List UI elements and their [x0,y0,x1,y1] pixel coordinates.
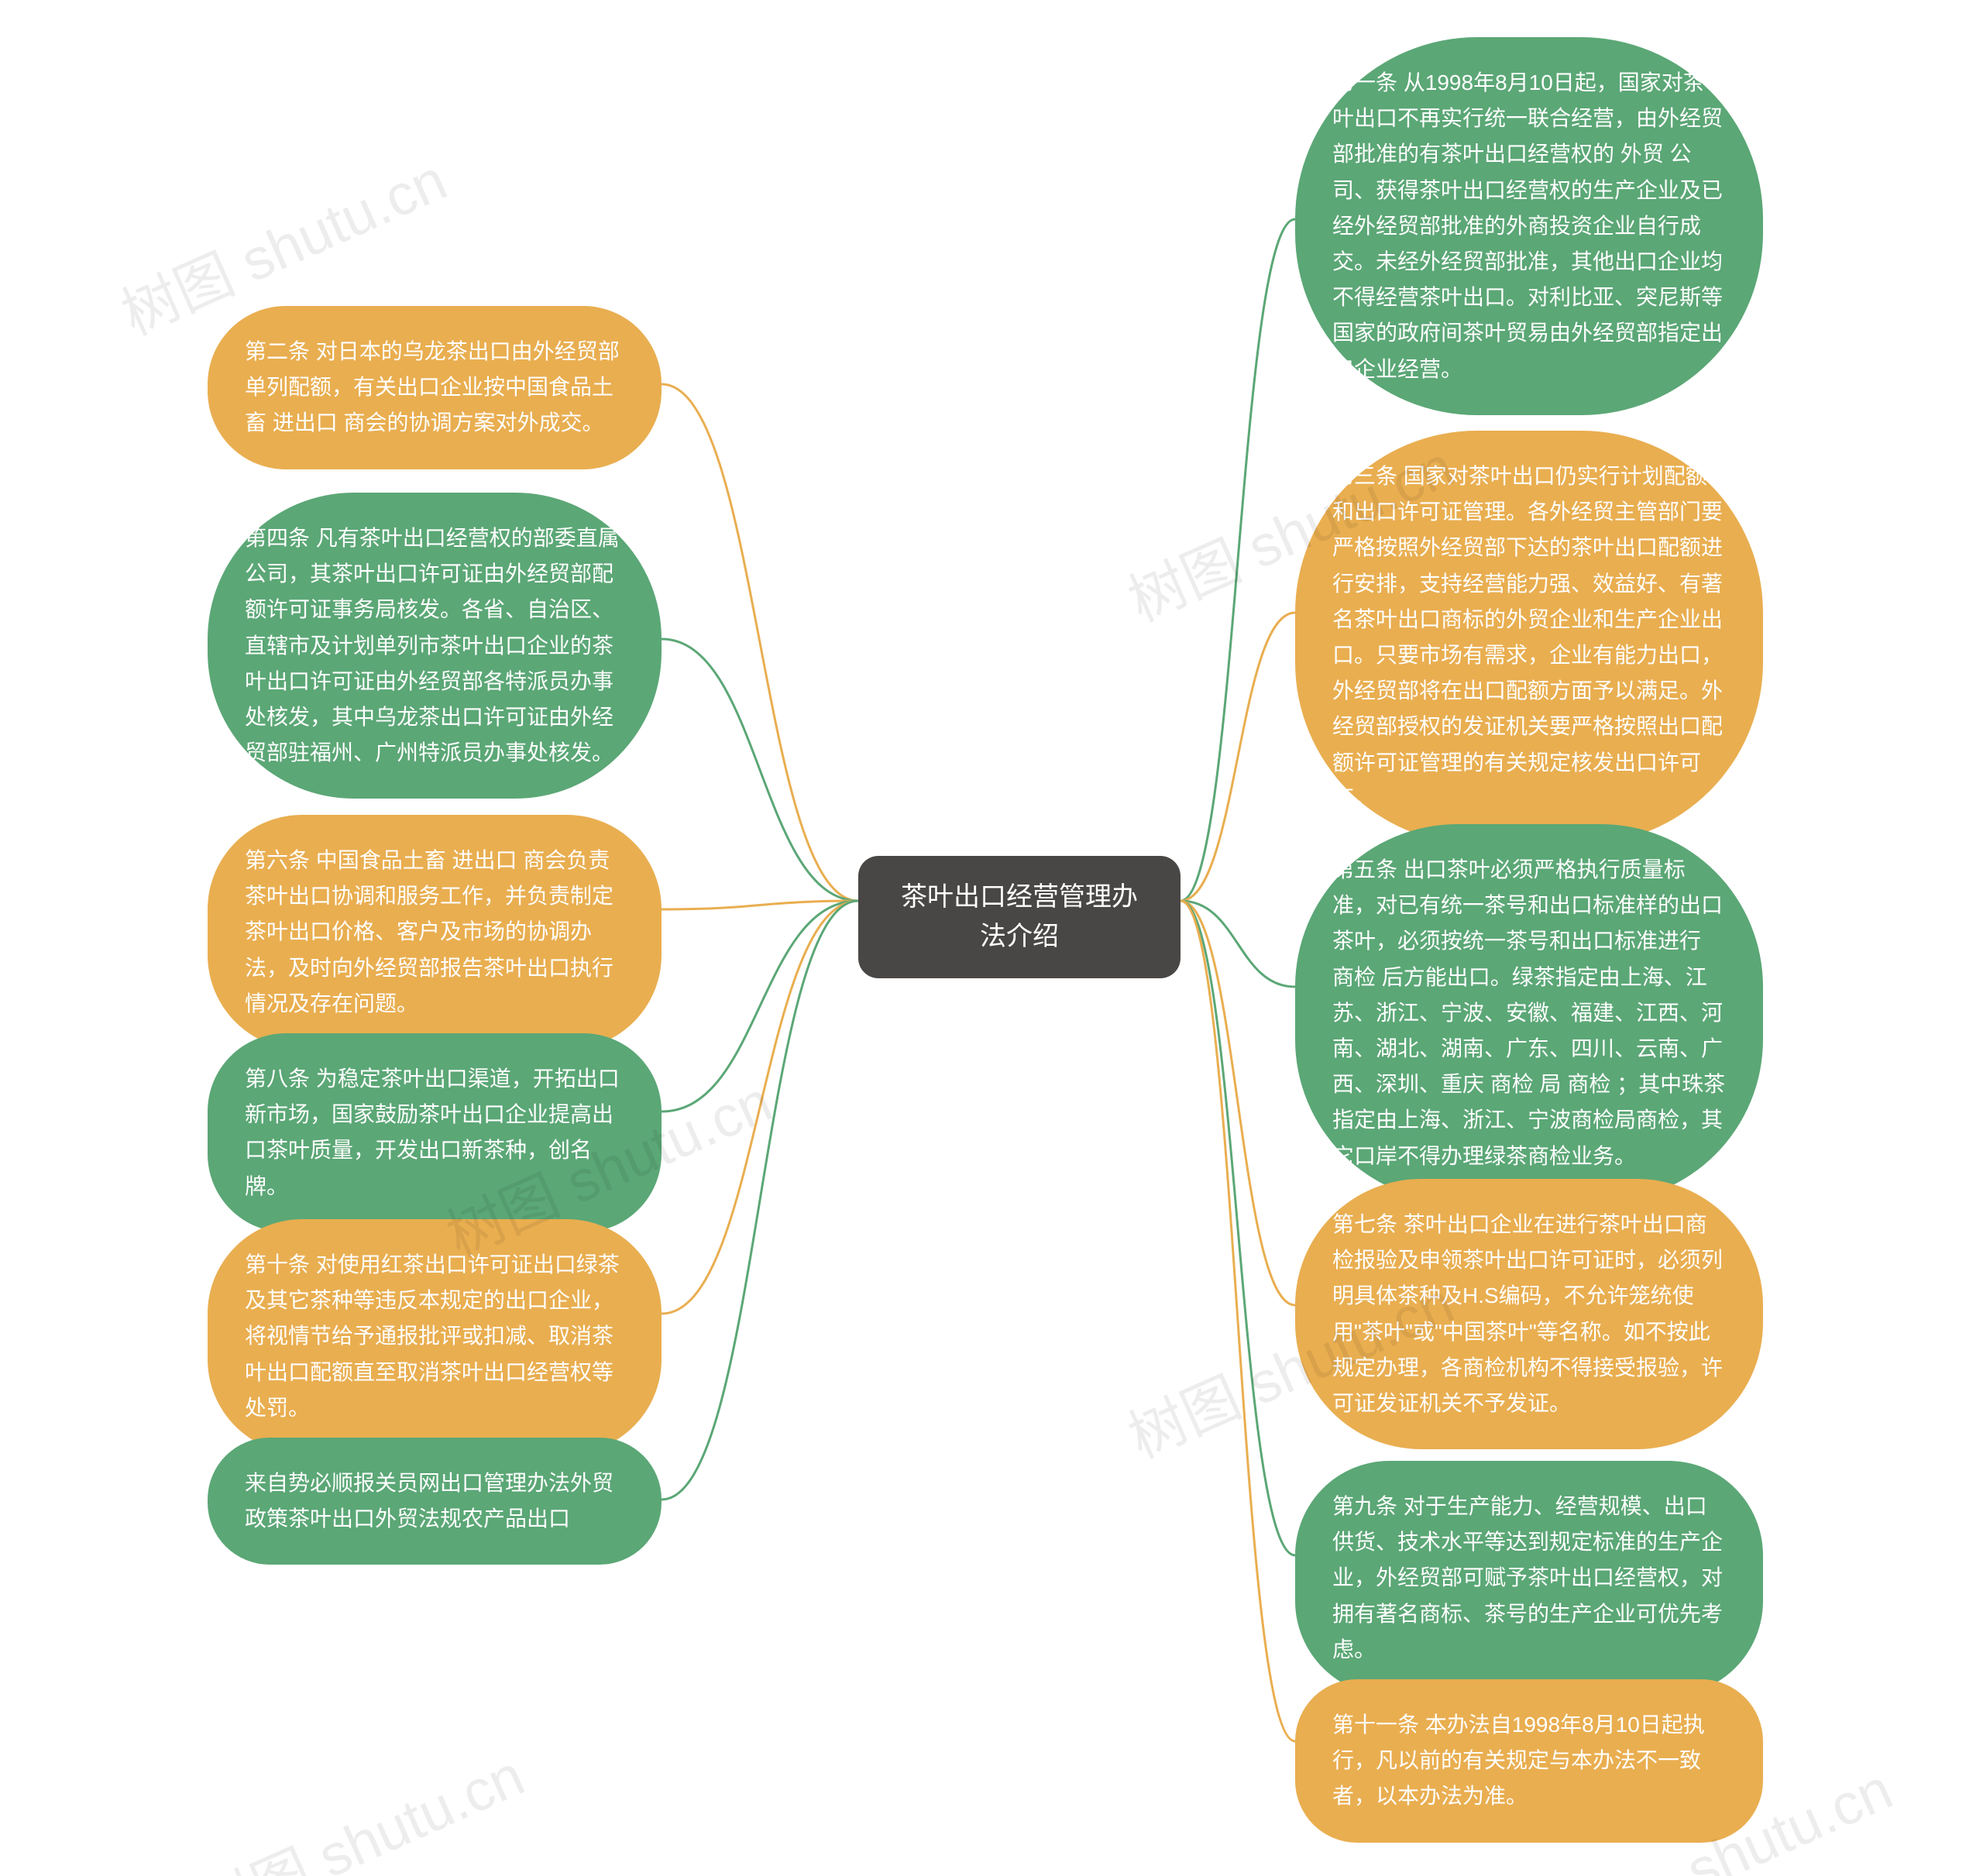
branch-node-l4: 第四条 凡有茶叶出口经营权的部委直属公司，其茶叶出口许可证由外经贸部配额许可证事… [208,493,662,799]
branch-text-r5: 第五条 出口茶叶必须严格执行质量标准，对已有统一茶号和出口标准样的出口茶叶，必须… [1332,857,1725,1168]
branch-node-r11: 第十一条 本办法自1998年8月10日起执行，凡以前的有关规定与本办法不一致者，… [1295,1679,1763,1843]
branch-text-l4: 第四条 凡有茶叶出口经营权的部委直属公司，其茶叶出口许可证由外经贸部配额许可证事… [245,526,620,764]
branch-text-l8: 第八条 为稳定茶叶出口渠道，开拓出口新市场，国家鼓励茶叶出口企业提高出口茶叶质量… [245,1067,620,1198]
branch-node-l2: 第二条 对日本的乌龙茶出口由外经贸部单列配额，有关出口企业按中国食品土畜 进出口… [208,306,662,469]
branch-node-r5: 第五条 出口茶叶必须严格执行质量标准，对已有统一茶号和出口标准样的出口茶叶，必须… [1295,824,1763,1202]
branch-text-l10: 第十条 对使用红茶出口许可证出口绿茶及其它茶种等违反本规定的出口企业，将视情节给… [245,1252,620,1420]
branch-node-r3: 第三条 国家对茶叶出口仍实行计划配额和出口许可证管理。各外经贸主管部门要严格按照… [1295,431,1763,844]
branch-text-r1: 第一条 从1998年8月10日起，国家对茶叶出口不再实行统一联合经营，由外经贸部… [1332,70,1723,381]
branch-text-r3: 第三条 国家对茶叶出口仍实行计划配额和出口许可证管理。各外经贸主管部门要严格按照… [1332,464,1723,810]
branch-node-l10: 第十条 对使用红茶出口许可证出口绿茶及其它茶种等违反本规定的出口企业，将视情节给… [208,1219,662,1454]
branch-text-l2: 第二条 对日本的乌龙茶出口由外经贸部单列配额，有关出口企业按中国食品土畜 进出口… [245,339,620,435]
branch-node-l8: 第八条 为稳定茶叶出口渠道，开拓出口新市场，国家鼓励茶叶出口企业提高出口茶叶质量… [208,1033,662,1232]
branch-text-l6: 第六条 中国食品土畜 进出口 商会负责茶叶出口协调和服务工作，并负责制定茶叶出口… [245,848,613,1015]
mindmap-canvas: 茶叶出口经营管理办法介绍 第一条 从1998年8月10日起，国家对茶叶出口不再实… [0,0,1983,1876]
branch-text-r11: 第十一条 本办法自1998年8月10日起执行，凡以前的有关规定与本办法不一致者，… [1332,1713,1705,1808]
center-node: 茶叶出口经营管理办法介绍 [858,856,1181,978]
branch-node-r1: 第一条 从1998年8月10日起，国家对茶叶出口不再实行统一联合经营，由外经贸部… [1295,37,1763,415]
branch-text-lsrc: 来自势必顺报关员网出口管理办法外贸政策茶叶出口外贸法规农产品出口 [245,1471,613,1531]
branch-node-r7: 第七条 茶叶出口企业在进行茶叶出口商检报验及申领茶叶出口许可证时，必须列明具体茶… [1295,1179,1763,1449]
branch-text-r9: 第九条 对于生产能力、经营规模、出口供货、技术水平等达到规定标准的生产企业，外经… [1332,1494,1723,1661]
branch-node-r9: 第九条 对于生产能力、经营规模、出口供货、技术水平等达到规定标准的生产企业，外经… [1295,1461,1763,1696]
branch-text-r7: 第七条 茶叶出口企业在进行茶叶出口商检报验及申领茶叶出口许可证时，必须列明具体茶… [1332,1212,1723,1415]
watermark-4: 树图 shutu.cn [184,1730,535,1876]
branch-node-lsrc: 来自势必顺报关员网出口管理办法外贸政策茶叶出口外贸法规农产品出口 [208,1438,662,1565]
center-label: 茶叶出口经营管理办法介绍 [901,882,1138,951]
branch-node-l6: 第六条 中国食品土畜 进出口 商会负责茶叶出口协调和服务工作，并负责制定茶叶出口… [208,815,662,1050]
